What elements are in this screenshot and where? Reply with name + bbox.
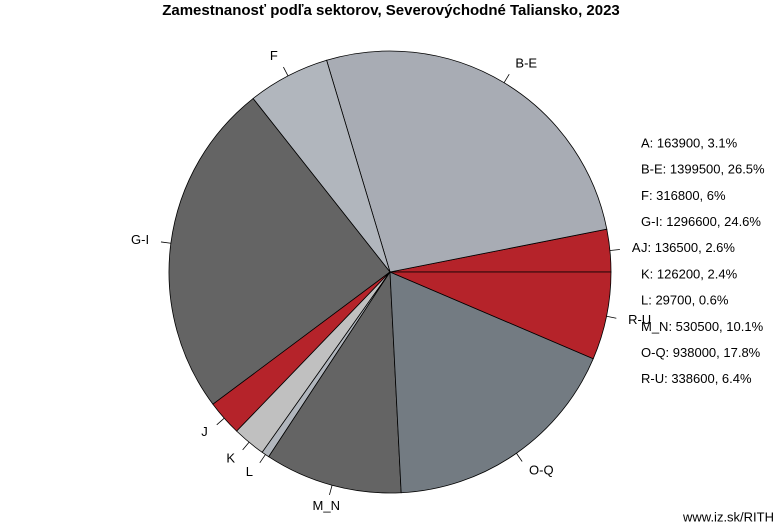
legend-entry: A: 163900, 3.1% — [641, 135, 738, 150]
label-leader — [160, 241, 171, 244]
chart-title: Zamestnanosť podľa sektorov, Severovýcho… — [162, 2, 620, 19]
label-leader — [259, 454, 266, 464]
source: www.iz.sk/RITH — [682, 509, 774, 524]
legend-entry: J: 136500, 2.6% — [641, 240, 735, 255]
slice-label: M_N — [313, 498, 340, 513]
slice-label: J — [201, 424, 208, 439]
legend-entry: B-E: 1399500, 26.5% — [641, 162, 765, 177]
legend-entry: R-U: 338600, 6.4% — [641, 371, 752, 386]
slice-label: K — [226, 451, 235, 466]
legend-entry: G-I: 1296600, 24.6% — [641, 214, 761, 229]
label-leader — [242, 441, 250, 451]
legend-entry: F: 316800, 6% — [641, 188, 726, 203]
slice-label: G-I — [131, 232, 149, 247]
label-leader — [516, 453, 523, 462]
slice-label: A — [632, 240, 641, 255]
slice-label: L — [246, 464, 253, 479]
slice-label: O-Q — [529, 463, 554, 478]
label-leader — [609, 249, 620, 251]
slice-label: F — [270, 48, 278, 63]
pie-slice — [268, 270, 402, 494]
legend-entry: K: 126200, 2.4% — [641, 266, 738, 281]
legend-entry: O-Q: 938000, 17.8% — [641, 345, 761, 360]
label-leader — [503, 73, 510, 83]
legend-entry: L: 29700, 0.6% — [641, 293, 729, 308]
label-leader — [283, 66, 289, 77]
label-leader — [216, 417, 225, 426]
label-leader — [329, 485, 333, 496]
legend-entry: M_N: 530500, 10.1% — [641, 319, 764, 334]
label-leader — [606, 315, 617, 319]
slice-label: R-U — [628, 312, 651, 327]
slice-label: B-E — [515, 55, 537, 70]
